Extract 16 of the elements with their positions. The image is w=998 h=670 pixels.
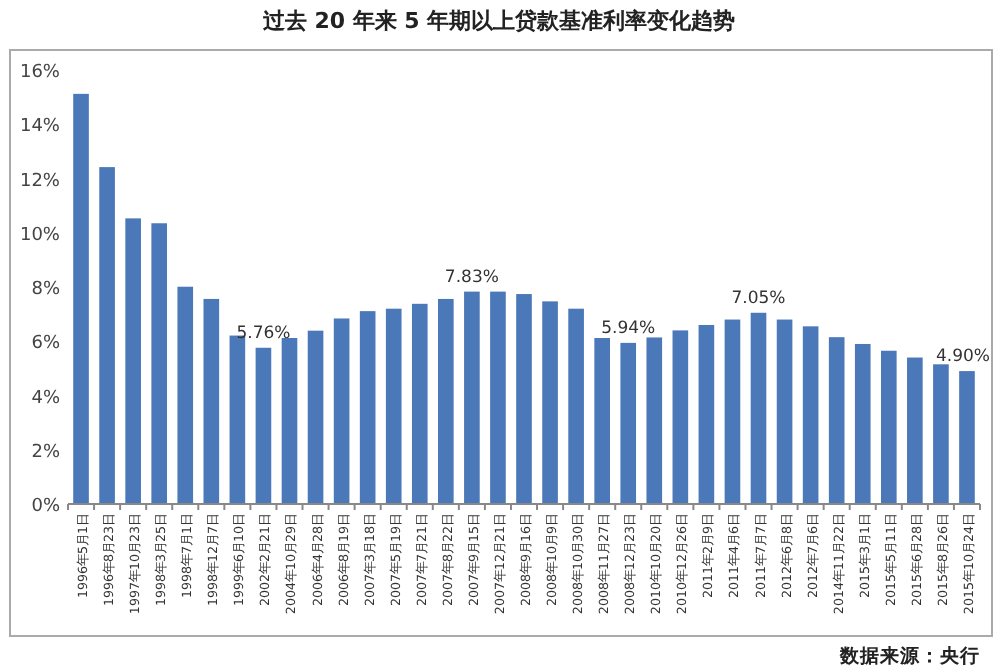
data-label: 7.83% xyxy=(444,267,499,288)
y-tick-label: 0% xyxy=(31,497,61,517)
data-label: 5.76% xyxy=(236,323,291,344)
chart-title: 过去 20 年来 5 年期以上贷款基准利率变化趋势 xyxy=(260,8,736,34)
y-tick-label: 12% xyxy=(19,171,61,192)
y-tick-label: 2% xyxy=(31,442,61,463)
data-label: 7.05% xyxy=(731,288,786,309)
y-tick-label: 8% xyxy=(31,280,61,300)
y-tick-label: 4% xyxy=(31,388,61,409)
source-note: 数据来源：央行 xyxy=(838,644,980,668)
data-label: 5.94% xyxy=(601,318,656,339)
y-tick-label: 10% xyxy=(19,225,61,246)
y-tick-label: 14% xyxy=(19,117,61,138)
data-label: 4.90% xyxy=(935,347,990,368)
y-tick-label: 6% xyxy=(31,334,61,355)
y-tick-label: 16% xyxy=(19,63,61,83)
